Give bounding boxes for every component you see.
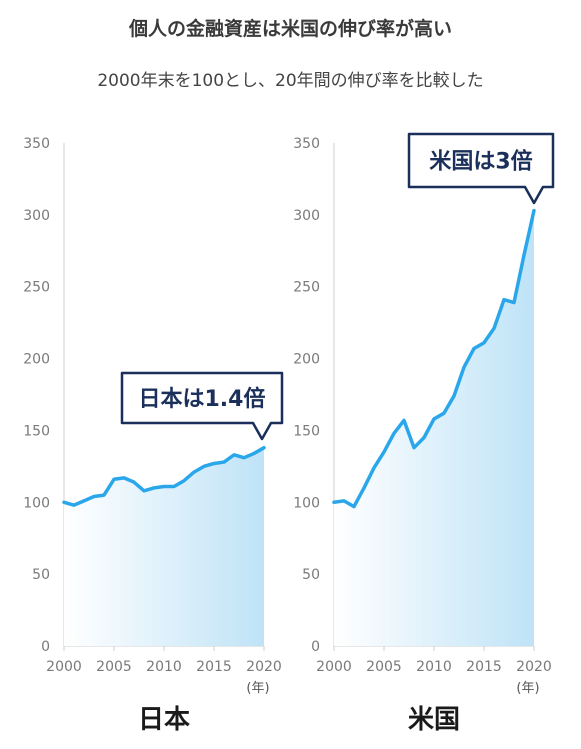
data-point bbox=[513, 301, 516, 304]
y-tick-label: 50 bbox=[302, 567, 320, 583]
data-point bbox=[473, 347, 476, 350]
y-tick-label: 300 bbox=[293, 208, 320, 224]
data-point bbox=[483, 341, 486, 344]
x-tick-label: 2005 bbox=[366, 659, 402, 675]
data-point bbox=[333, 501, 336, 504]
data-point bbox=[413, 446, 416, 449]
x-tick-label: 2020 bbox=[516, 659, 552, 675]
chart-panel-0: 0 50 100 150 200 250 300 350 2000 2005 2010 2015 202… bbox=[23, 136, 284, 735]
data-point bbox=[253, 452, 256, 455]
x-unit-label: (年) bbox=[246, 681, 269, 696]
data-point bbox=[523, 254, 526, 257]
data-point bbox=[433, 417, 436, 420]
y-tick-label: 200 bbox=[23, 352, 50, 368]
x-tick-label: 2010 bbox=[416, 659, 452, 675]
y-tick-label: 250 bbox=[293, 280, 320, 296]
data-point bbox=[463, 366, 466, 369]
data-point bbox=[223, 461, 226, 464]
callout-box bbox=[407, 132, 555, 205]
country-label: 日本 bbox=[138, 705, 190, 735]
data-point bbox=[173, 485, 176, 488]
callout-label: 米国は3倍 bbox=[429, 149, 532, 175]
data-point bbox=[493, 327, 496, 330]
y-tick-label: 100 bbox=[23, 495, 50, 511]
data-point bbox=[163, 485, 166, 488]
data-point bbox=[63, 501, 66, 504]
data-point bbox=[373, 466, 376, 469]
data-point bbox=[93, 495, 96, 498]
x-tick-label: 2000 bbox=[316, 659, 352, 675]
series-area bbox=[334, 210, 534, 646]
callout-box bbox=[120, 371, 284, 441]
y-tick-label: 100 bbox=[293, 495, 320, 511]
data-point bbox=[143, 489, 146, 492]
series-line bbox=[62, 445, 266, 507]
data-point bbox=[403, 419, 406, 422]
data-point bbox=[393, 432, 396, 435]
data-point bbox=[183, 479, 186, 482]
x-tick-label: 2010 bbox=[146, 659, 182, 675]
data-point bbox=[383, 450, 386, 453]
data-point bbox=[243, 456, 246, 459]
x-tick-label: 2015 bbox=[196, 659, 232, 675]
data-point bbox=[423, 436, 426, 439]
series-line bbox=[332, 208, 536, 509]
y-tick-label: 350 bbox=[293, 136, 320, 152]
data-point bbox=[133, 481, 136, 484]
x-unit-label: (年) bbox=[516, 681, 539, 696]
data-point bbox=[123, 476, 126, 479]
y-tick-label: 0 bbox=[41, 639, 50, 655]
country-label: 米国 bbox=[408, 705, 460, 735]
data-point bbox=[503, 298, 506, 301]
callout-label: 日本は1.4倍 bbox=[139, 386, 266, 412]
data-point bbox=[443, 412, 446, 415]
data-point bbox=[153, 486, 156, 489]
y-tick-label: 350 bbox=[23, 136, 50, 152]
data-point bbox=[363, 486, 366, 489]
x-tick-label: 2015 bbox=[466, 659, 502, 675]
y-tick-label: 0 bbox=[311, 639, 320, 655]
y-tick-label: 150 bbox=[293, 423, 320, 439]
x-tick-label: 2005 bbox=[96, 659, 132, 675]
data-point bbox=[193, 471, 196, 474]
data-point bbox=[103, 494, 106, 497]
data-point bbox=[353, 505, 356, 508]
data-point bbox=[73, 504, 76, 507]
data-point bbox=[263, 446, 266, 449]
x-tick-label: 2020 bbox=[246, 659, 282, 675]
data-point bbox=[343, 499, 346, 502]
data-point bbox=[233, 453, 236, 456]
page-subtitle: 2000年末を100とし、20年間の伸び率を比較した bbox=[97, 71, 484, 91]
data-point bbox=[113, 478, 116, 481]
series-area bbox=[64, 447, 264, 646]
page-title: 個人の金融資産は米国の伸び率が高い bbox=[128, 18, 452, 40]
x-tick-label: 2000 bbox=[46, 659, 82, 675]
data-point bbox=[213, 462, 216, 465]
data-point bbox=[453, 394, 456, 397]
data-point bbox=[203, 465, 206, 468]
y-tick-label: 50 bbox=[32, 567, 50, 583]
y-tick-label: 150 bbox=[23, 423, 50, 439]
chart-panel-1: 0 50 100 150 200 250 300 350 2000 2005 2010 2015 202… bbox=[293, 132, 555, 735]
y-tick-label: 250 bbox=[23, 280, 50, 296]
data-point bbox=[533, 209, 536, 212]
data-point bbox=[83, 499, 86, 502]
y-tick-label: 300 bbox=[23, 208, 50, 224]
y-tick-label: 200 bbox=[293, 352, 320, 368]
